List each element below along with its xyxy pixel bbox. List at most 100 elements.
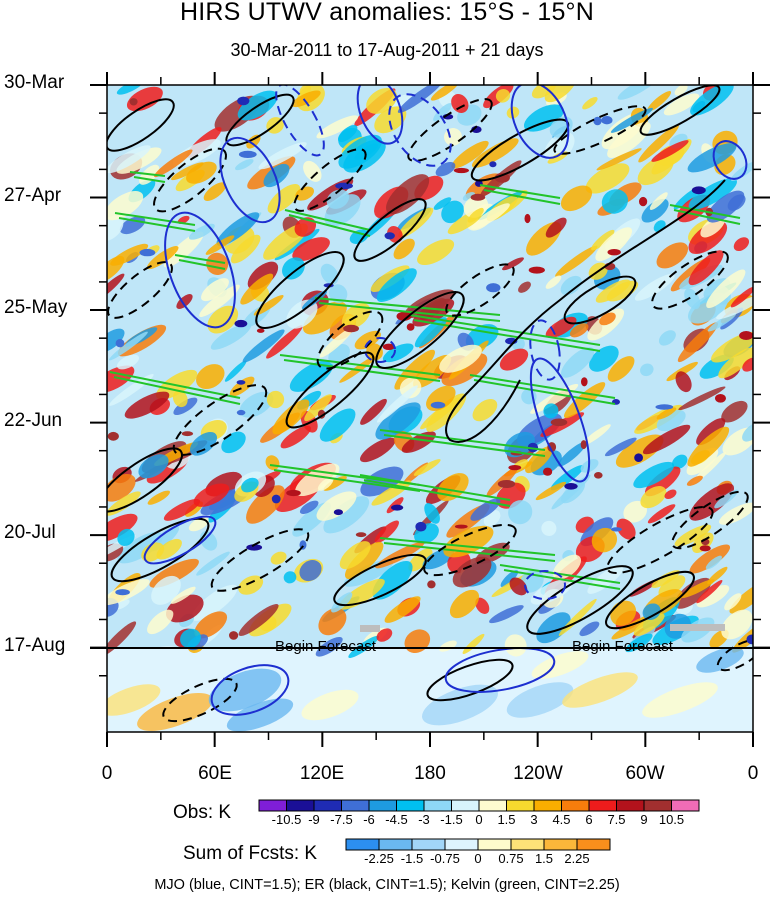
obs-peak xyxy=(406,323,415,331)
colorbar-swatch xyxy=(543,838,578,851)
colorbar-tick-label: -2.25 xyxy=(364,851,394,866)
x-tick-label: 0 xyxy=(101,763,113,784)
obs-cell xyxy=(324,194,361,227)
obs-cell xyxy=(530,383,579,414)
forecast-cell xyxy=(506,682,574,718)
obs-cell xyxy=(640,363,654,377)
obs-cell xyxy=(354,330,381,350)
obs-peak xyxy=(115,589,130,596)
obs-cell xyxy=(318,607,347,636)
obs-cell xyxy=(718,347,753,379)
obs-cell xyxy=(376,268,417,302)
obs-cell xyxy=(316,491,357,521)
er-contour xyxy=(639,85,721,136)
obs-cell xyxy=(173,397,198,416)
mjo-contour xyxy=(143,515,217,565)
forecast-anomaly-field xyxy=(107,646,744,732)
obs-cell xyxy=(329,284,348,304)
obs-cell xyxy=(638,124,679,163)
obs-peak xyxy=(382,343,395,350)
obs-cell xyxy=(536,612,571,644)
kelvin-contour-line xyxy=(379,537,556,562)
obs-cell xyxy=(504,634,527,657)
forecast-cell xyxy=(107,684,161,716)
obs-peak xyxy=(238,150,257,158)
obs-peak xyxy=(115,339,125,348)
obs-cell xyxy=(360,437,396,463)
obs-cell xyxy=(656,242,689,269)
er-contour xyxy=(426,658,514,702)
er-contour xyxy=(407,98,493,162)
obs-peak xyxy=(524,213,531,224)
obs-peak xyxy=(594,472,603,479)
y-tick-label: 30-Mar xyxy=(4,72,65,93)
obs-cell xyxy=(267,184,301,214)
er-contour xyxy=(210,528,310,592)
obs-cell xyxy=(210,323,252,350)
obs-cell xyxy=(205,235,235,255)
obs-cell xyxy=(707,312,737,332)
obs-cell xyxy=(599,312,616,326)
obs-cell xyxy=(331,592,353,613)
kelvin-contour-line xyxy=(284,209,371,237)
obs-peak xyxy=(655,404,674,410)
colorbar-swatch xyxy=(444,838,479,851)
colorbar-tick-label: 0 xyxy=(475,812,483,827)
er-contour xyxy=(162,677,238,723)
er-contours xyxy=(107,85,753,723)
obs-cell xyxy=(642,424,691,455)
obs-cell xyxy=(196,364,225,390)
obs-cell xyxy=(508,500,533,525)
obs-peak xyxy=(543,467,553,476)
obs-cell xyxy=(689,483,735,521)
obs-cell xyxy=(397,85,444,113)
obs-cell xyxy=(258,142,307,170)
obs-peak xyxy=(691,186,706,195)
obs-cell xyxy=(733,237,750,252)
obs-peak xyxy=(639,196,648,207)
colorbar-swatch xyxy=(258,799,287,812)
obs-cell xyxy=(581,424,611,446)
obs-cell xyxy=(280,425,312,449)
obs-cell xyxy=(348,635,380,659)
obs-peak xyxy=(256,328,265,333)
kelvin-contour-line xyxy=(359,474,511,507)
forecast-cell xyxy=(357,674,443,716)
er-contour xyxy=(353,198,427,262)
y-tick-label: 27-Apr xyxy=(4,185,62,206)
y-tick-label: 20-Jul xyxy=(4,522,56,543)
obs-cell xyxy=(690,85,734,116)
mjo-contour xyxy=(712,140,748,180)
obs-peak xyxy=(601,116,613,125)
obs-cell xyxy=(629,579,659,597)
colorbar-tick-label: -7.5 xyxy=(330,812,353,827)
mjo-contour xyxy=(164,211,236,329)
obs-cell xyxy=(471,138,519,168)
obs-cell xyxy=(582,96,598,110)
obs-cell xyxy=(495,88,511,103)
obs-cell xyxy=(172,390,188,408)
obs-peak xyxy=(430,401,446,409)
obs-cell xyxy=(147,490,170,505)
obs-cell xyxy=(196,551,230,576)
er-contour xyxy=(153,147,227,213)
obs-cell xyxy=(295,186,315,201)
contour-legend-footnote: MJO (blue, CINT=1.5); ER (black, CINT=1.… xyxy=(154,877,620,893)
obs-peak xyxy=(527,442,539,453)
obs-cell xyxy=(433,197,452,210)
er-contour xyxy=(316,310,384,370)
obs-cell xyxy=(272,399,310,435)
colorbar-tick-label: 0.75 xyxy=(498,851,524,866)
obs-peak xyxy=(715,394,726,403)
mjo-contour xyxy=(529,319,561,381)
colorbar-tick-label: -0.75 xyxy=(430,851,460,866)
obs-cell xyxy=(449,589,480,619)
obs-cell xyxy=(186,161,217,184)
obs-cell xyxy=(706,190,745,223)
obs-cell xyxy=(291,90,321,108)
obs-cell xyxy=(591,527,618,553)
obs-peak xyxy=(497,480,516,488)
obs-cell xyxy=(191,584,238,621)
obs-cell xyxy=(585,163,630,194)
obs-cell xyxy=(107,145,151,174)
